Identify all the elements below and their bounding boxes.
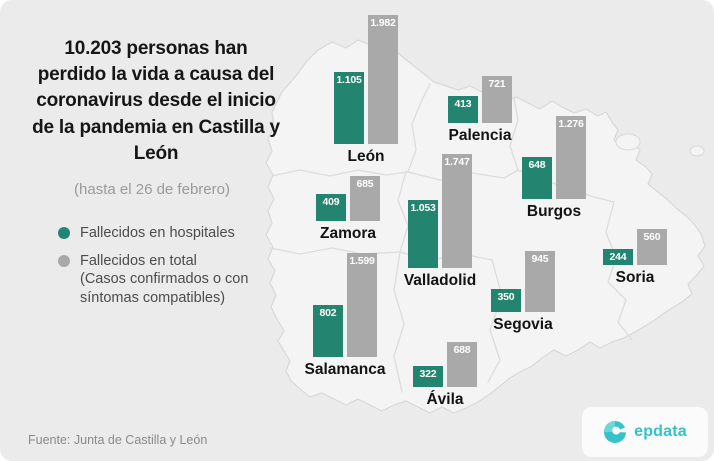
legend-label: Fallecidos en total (Casos confirmados o…: [80, 252, 270, 308]
bar-value-label: 1.105: [336, 74, 362, 86]
epdata-logo-icon: [604, 421, 628, 443]
bar-value-label: 322: [419, 368, 437, 380]
bar-hospital-deaths: 244: [603, 249, 633, 265]
bar-value-label: 945: [531, 253, 549, 265]
bar-total-deaths: 685: [350, 176, 380, 221]
hospital-dot-icon: [58, 227, 70, 240]
province-label: Segovia: [493, 316, 553, 333]
province-group: 350 945 Segovia: [491, 251, 555, 333]
bar-total-deaths: 1.747: [442, 154, 472, 268]
bar-hospital-deaths: 413: [448, 96, 478, 123]
bar-value-label: 1.053: [410, 202, 436, 214]
bar-total-deaths: 688: [447, 342, 477, 387]
bar-total-deaths: 945: [525, 251, 555, 312]
province-group: 648 1.276 Burgos: [522, 116, 586, 220]
left-column: 10.203 personas han perdido la vida a ca…: [26, 36, 286, 316]
bar-total-deaths: 1.982: [368, 15, 398, 144]
bar-hospital-deaths: 1.053: [408, 200, 438, 268]
bar-value-label: 685: [356, 178, 374, 190]
bar-value-label: 721: [488, 78, 506, 90]
brand-plate: epdata: [582, 407, 708, 457]
bar-total-deaths: 721: [482, 76, 512, 123]
province-group: 322 688 Ávila: [413, 342, 477, 408]
bar-total-deaths: 1.276: [556, 116, 586, 199]
infographic-subtitle: (hasta el 26 de febrero): [74, 181, 230, 199]
bar-value-label: 688: [453, 344, 471, 356]
infographic-title: 10.203 personas han perdido la vida a ca…: [32, 38, 280, 164]
total-dot-icon: [58, 254, 70, 267]
bar-value-label: 1.747: [444, 156, 470, 168]
province-label: Palencia: [448, 127, 512, 144]
legend: Fallecidos en hospitales Fallecidos en t…: [26, 224, 286, 307]
bar-hospital-deaths: 802: [313, 305, 343, 357]
bar-value-label: 350: [497, 291, 515, 303]
source-note: Fuente: Junta de Castilla y León: [28, 433, 208, 447]
bar-value-label: 648: [528, 159, 546, 171]
province-group: 244 560 Soria: [603, 229, 667, 286]
epdata-logo-text: epdata: [634, 423, 687, 440]
bar-value-label: 802: [319, 307, 337, 319]
bar-value-label: 244: [609, 251, 627, 263]
province-group: 413 721 Palencia: [448, 76, 512, 144]
province-group: 802 1.599 Salamanca: [305, 253, 386, 378]
bar-hospital-deaths: 409: [316, 194, 346, 221]
bar-hospital-deaths: 350: [491, 289, 521, 312]
map-islet: [689, 145, 705, 157]
province-label: Ávila: [426, 391, 464, 408]
legend-label-sub: (Casos confirmados o con síntomas compat…: [80, 271, 249, 306]
bar-value-label: 560: [643, 231, 661, 243]
bar-hospital-deaths: 322: [413, 366, 443, 387]
legend-item-hospitals: Fallecidos en hospitales: [58, 224, 286, 243]
bar-total-deaths: 560: [637, 229, 667, 265]
legend-label-main: Fallecidos en total: [80, 252, 197, 269]
bar-total-deaths: 1.599: [347, 253, 377, 357]
bar-value-label: 1.982: [370, 17, 396, 29]
province-label: Burgos: [526, 203, 582, 220]
province-label: Salamanca: [304, 361, 386, 378]
province-group: 1.105 1.982 León: [334, 15, 398, 165]
province-group: 1.053 1.747 Valladolid: [404, 154, 476, 289]
bar-hospital-deaths: 1.105: [334, 72, 364, 144]
province-label: León: [347, 148, 385, 165]
bar-value-label: 413: [454, 98, 472, 110]
province-label: Zamora: [320, 225, 376, 242]
bar-value-label: 1.276: [558, 118, 584, 130]
province-label: Valladolid: [403, 272, 477, 289]
bar-value-label: 1.599: [349, 255, 375, 267]
province-label: Soria: [615, 269, 655, 286]
bar-hospital-deaths: 648: [522, 157, 552, 199]
legend-item-total: Fallecidos en total (Casos confirmados o…: [58, 252, 286, 308]
map-exclave: [615, 133, 641, 151]
province-group: 409 685 Zamora: [316, 176, 380, 242]
legend-label: Fallecidos en hospitales: [80, 225, 235, 242]
bar-value-label: 409: [322, 196, 340, 208]
